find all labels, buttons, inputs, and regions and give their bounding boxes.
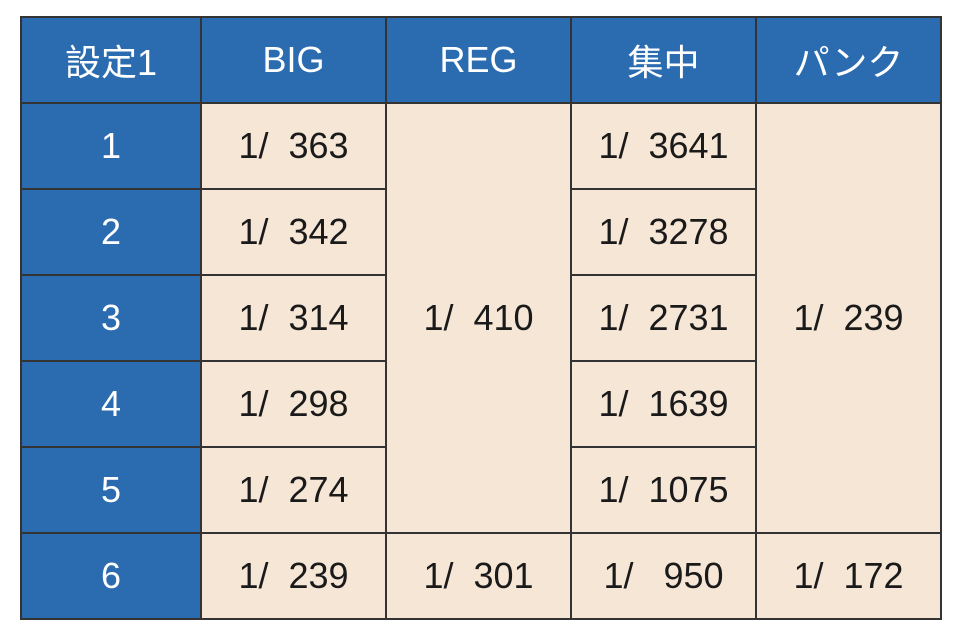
cell-shuuchuu: 1/ 1639 [571,361,756,447]
row-label: 6 [21,533,201,619]
cell-big: 1/ 314 [201,275,386,361]
cell-big: 1/ 274 [201,447,386,533]
table-row: 1 1/ 363 1/ 410 1/ 3641 1/ 239 [21,103,941,189]
col-header-reg: REG [386,17,571,103]
row-label: 4 [21,361,201,447]
probability-table: 設定1 BIG REG 集中 パンク 1 1/ 363 1/ 410 1/ 36… [20,16,942,620]
row-label: 1 [21,103,201,189]
cell-punk-merged: 1/ 239 [756,103,941,533]
col-header-punk: パンク [756,17,941,103]
cell-big: 1/ 298 [201,361,386,447]
col-header-shuuchuu: 集中 [571,17,756,103]
col-header-setting: 設定1 [21,17,201,103]
cell-big: 1/ 342 [201,189,386,275]
col-header-big: BIG [201,17,386,103]
table-row: 6 1/ 239 1/ 301 1/ 950 1/ 172 [21,533,941,619]
cell-reg-last: 1/ 301 [386,533,571,619]
cell-shuuchuu: 1/ 1075 [571,447,756,533]
cell-shuuchuu: 1/ 3278 [571,189,756,275]
row-label: 3 [21,275,201,361]
cell-shuuchuu: 1/ 2731 [571,275,756,361]
table-container: 設定1 BIG REG 集中 パンク 1 1/ 363 1/ 410 1/ 36… [0,0,964,636]
row-label: 2 [21,189,201,275]
cell-shuuchuu: 1/ 3641 [571,103,756,189]
row-label: 5 [21,447,201,533]
cell-reg-merged: 1/ 410 [386,103,571,533]
cell-big: 1/ 239 [201,533,386,619]
header-row: 設定1 BIG REG 集中 パンク [21,17,941,103]
cell-big: 1/ 363 [201,103,386,189]
cell-punk-last: 1/ 172 [756,533,941,619]
cell-shuuchuu: 1/ 950 [571,533,756,619]
